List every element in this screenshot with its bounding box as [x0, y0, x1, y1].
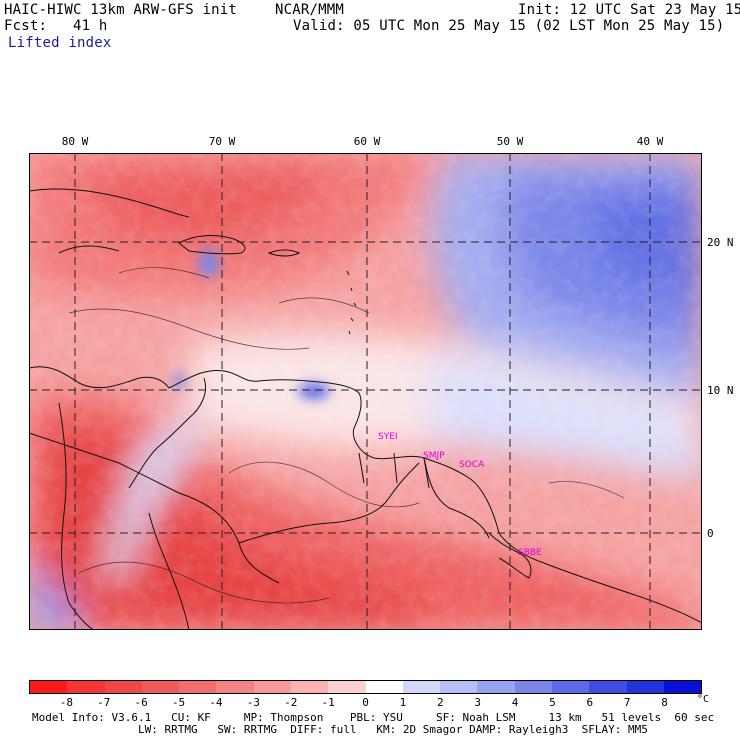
color-scale-bin: [402, 681, 441, 693]
lat-label: 0: [707, 527, 714, 540]
model-info-line-2: LW: RRTMG SW: RRTMG DIFF: full KM: 2D Sm…: [32, 723, 648, 736]
color-scale-tick: 7: [623, 696, 631, 709]
color-scale: [29, 680, 702, 694]
color-scale-tick: -5: [171, 696, 186, 709]
color-scale-tick: 8: [661, 696, 668, 709]
color-scale-tick: 4: [511, 696, 519, 709]
color-scale-bin: [328, 681, 366, 693]
organization-label: NCAR/MMM: [275, 2, 345, 18]
color-scale-bin: [253, 681, 291, 693]
color-scale-tick: 2: [436, 696, 444, 709]
color-scale-tick: -7: [97, 696, 111, 709]
model-title: HAIC-HIWC 13km ARW-GFS init: [4, 2, 237, 18]
color-scale-bin: [365, 681, 403, 693]
color-scale-bin: [514, 681, 552, 693]
color-scale-bin: [477, 681, 515, 693]
station-label: SOCA: [459, 460, 485, 470]
color-scale-tick: -2: [284, 696, 298, 709]
color-scale-bin: [216, 681, 254, 693]
color-scale-tick: -1: [321, 696, 335, 709]
color-scale-bin: [141, 681, 180, 693]
color-scale-bin: [290, 681, 329, 693]
color-scale-tick: 0: [362, 696, 369, 709]
field-name: Lifted index: [8, 35, 112, 51]
color-scale-tick: -6: [134, 696, 148, 709]
station-label: SYEI: [378, 432, 398, 442]
lon-label: 80 W: [61, 135, 89, 148]
scale-unit: °C: [697, 694, 710, 705]
lon-label: 60 W: [353, 135, 381, 148]
lon-label: 50 W: [496, 135, 524, 148]
color-scale-tick: 5: [549, 696, 556, 709]
color-scale-bin: [663, 681, 702, 693]
lat-label: 20 N: [707, 236, 734, 249]
station-label: SBBE: [518, 548, 542, 558]
color-scale-tick: -3: [246, 696, 260, 709]
color-scale-tick: -8: [59, 696, 73, 709]
color-scale-bin: [440, 681, 478, 693]
color-scale-tick: 3: [474, 696, 481, 709]
color-scale-tick: -4: [209, 696, 223, 709]
color-scale-bin: [626, 681, 664, 693]
lon-label: 70 W: [208, 135, 236, 148]
init-time: Init: 12 UTC Sat 23 May 15: [518, 2, 740, 18]
lifted-index-map: [29, 153, 702, 630]
color-scale-bin: [104, 681, 142, 693]
color-scale-bin: [179, 681, 217, 693]
color-scale-bin: [551, 681, 590, 693]
station-label: SMJP: [423, 451, 445, 461]
model-info-line-1: Model Info: V3.6.1 CU: KF MP: Thompson P…: [32, 711, 715, 724]
color-scale-tick: 6: [586, 696, 594, 709]
valid-time: Valid: 05 UTC Mon 25 May 15 (02 LST Mon …: [293, 18, 725, 34]
lon-label: 40 W: [636, 135, 664, 148]
color-scale-bin: [30, 681, 68, 693]
lat-label: 10 N: [707, 384, 734, 397]
forecast-hour: Fcst: 41 h: [4, 18, 108, 34]
color-scale-bin: [67, 681, 105, 693]
color-scale-tick: 1: [399, 696, 407, 709]
color-scale-bin: [589, 681, 627, 693]
